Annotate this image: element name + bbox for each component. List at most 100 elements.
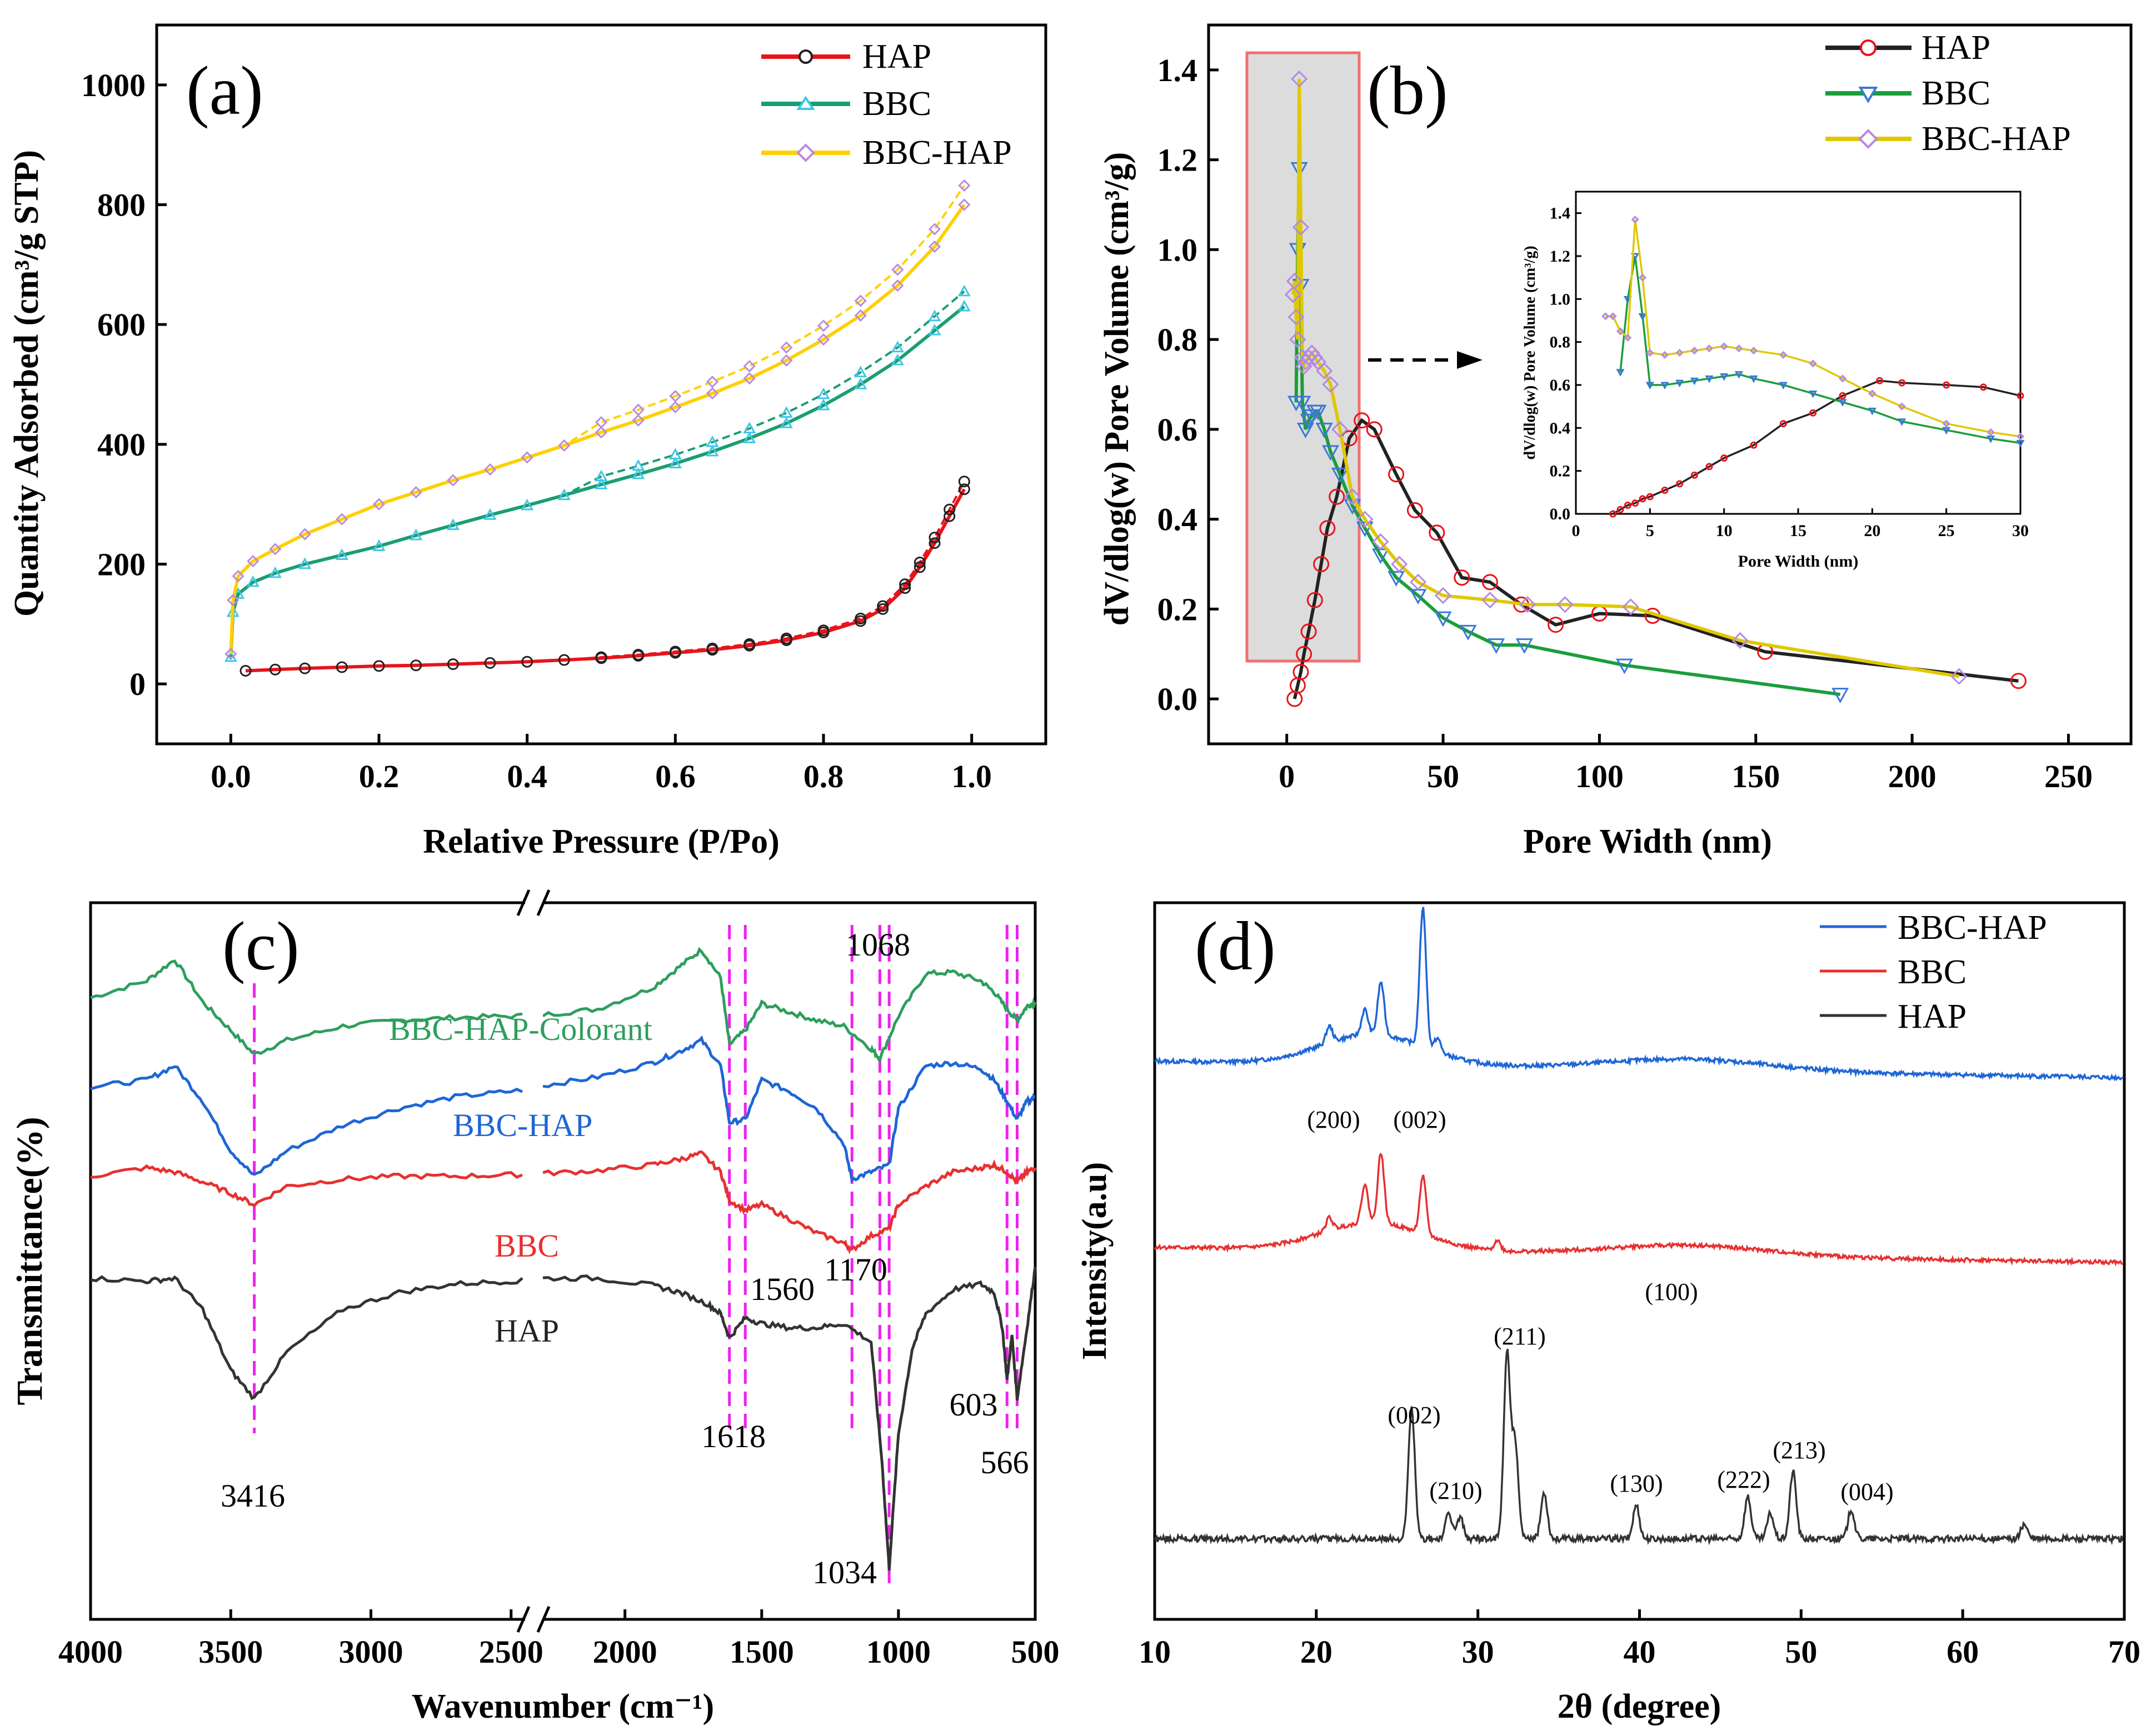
a-series-2-point bbox=[780, 354, 793, 367]
panel-d-x-axis-title: 2θ (degree) bbox=[1558, 1688, 1721, 1725]
a-series-0-point bbox=[484, 657, 496, 669]
panel-b-label: (b) bbox=[1367, 53, 1448, 129]
b-series-1-point bbox=[1321, 445, 1340, 461]
legend-a-bbc-marker bbox=[796, 96, 815, 110]
a-series-2-point bbox=[558, 439, 571, 452]
inset-series-2-point bbox=[2016, 432, 2025, 441]
axis-break-mark-top-left bbox=[516, 889, 531, 916]
inset-series-1-point bbox=[1705, 375, 1714, 383]
inset-series-0-point bbox=[1750, 441, 1758, 449]
c-series-1-left bbox=[90, 1065, 523, 1176]
a-series-2-point-desorption bbox=[928, 223, 941, 236]
inset-series-1-point bbox=[1734, 371, 1743, 379]
b-series-0-point bbox=[1481, 574, 1498, 591]
b-ytick-label: 0.2 bbox=[1157, 591, 1198, 627]
a-series-1-point-desorption bbox=[595, 469, 608, 482]
b-series-0-point bbox=[1292, 664, 1309, 681]
inset-series-1-point bbox=[1987, 436, 1995, 443]
inset-ytick-label: 1.0 bbox=[1550, 290, 1571, 308]
panel-b-legend: HAP BBC BBC-HAP bbox=[1825, 29, 2071, 158]
d-series-0-line bbox=[1154, 907, 2124, 1082]
a-series-2-desorption bbox=[229, 184, 965, 654]
inset-series-2-point bbox=[1675, 348, 1684, 357]
b-series-2-point bbox=[1322, 376, 1339, 393]
a-series-0-point bbox=[239, 664, 252, 677]
peak-label-1618: 1618 bbox=[701, 1418, 766, 1454]
a-series-0-point-desorption bbox=[899, 578, 911, 591]
b-ytick-label: 1.0 bbox=[1157, 232, 1198, 268]
inset-series-0-point bbox=[1624, 502, 1631, 509]
c-xtick-label: 2000 bbox=[593, 1634, 657, 1670]
a-series-2-point-desorption bbox=[817, 319, 830, 332]
a-series-1-point bbox=[446, 518, 460, 531]
panel-a-y-axis-title: Quantity Adsorbed (cm³/g STP) bbox=[8, 150, 46, 617]
a-series-0-point bbox=[336, 661, 348, 673]
b-series-1-point bbox=[1309, 404, 1327, 421]
peak-label-1068: 1068 bbox=[846, 927, 910, 963]
inset-series-1-point bbox=[1868, 407, 1876, 416]
b-series-0-point bbox=[1300, 623, 1317, 640]
inset-series-0-point bbox=[1720, 454, 1728, 462]
a-series-2-point bbox=[669, 401, 682, 414]
panel-b-y-axis-title: dV/dlog(w) Pore Volume (cm³/g) bbox=[1098, 152, 1136, 626]
c-xtick-label: 2500 bbox=[479, 1634, 543, 1670]
b-series-0-point bbox=[1406, 502, 1423, 518]
b-series-1-point bbox=[1831, 688, 1849, 704]
peak-label-1560: 1560 bbox=[750, 1271, 815, 1307]
c-series-0-right bbox=[542, 947, 1037, 1063]
a-series-1-point-desorption bbox=[854, 366, 867, 378]
b-series-2-point bbox=[1292, 218, 1310, 236]
inset-series-1-point bbox=[1898, 418, 1907, 426]
c-series-3-left bbox=[90, 1275, 523, 1400]
b-xtick-label: 200 bbox=[1888, 758, 1937, 794]
inset-series-0-point bbox=[2017, 392, 2024, 399]
hkl-label-hap-210: (210) bbox=[1429, 1477, 1482, 1504]
a-series-0-point-desorption bbox=[944, 503, 956, 516]
hkl-label-hap-002: (002) bbox=[1388, 1402, 1440, 1429]
panel-a-label: (a) bbox=[186, 53, 263, 129]
inset-series-1-point bbox=[1942, 427, 1951, 435]
panel-d-label: (d) bbox=[1195, 908, 1276, 985]
legend-d-bbchap-label: BBC-HAP bbox=[1898, 909, 2047, 947]
b-series-2-point bbox=[1409, 573, 1427, 591]
a-series-2-point bbox=[706, 387, 719, 400]
a-xtick-label: 0.8 bbox=[803, 758, 844, 794]
a-series-1-point bbox=[298, 557, 312, 569]
a-series-2-point-desorption bbox=[854, 294, 867, 307]
panel-c-axis-break-gap bbox=[525, 883, 543, 1639]
b-series-2-point bbox=[1622, 598, 1639, 616]
a-series-2-point-desorption bbox=[780, 341, 793, 354]
axis-break-mark-top-right bbox=[536, 889, 551, 916]
a-series-1-point-desorption bbox=[957, 284, 971, 297]
inset-series-2-point bbox=[1898, 402, 1906, 411]
b-series-2-point bbox=[1556, 596, 1574, 613]
b-ytick-label: 0.0 bbox=[1157, 681, 1198, 717]
inset-xtick-label: 15 bbox=[1790, 522, 1806, 540]
b-xtick-label: 250 bbox=[2044, 758, 2093, 794]
b-series-1-point bbox=[1294, 396, 1311, 412]
inset-series-1-point bbox=[2016, 439, 2025, 448]
peak-label-1170: 1170 bbox=[824, 1252, 887, 1288]
a-series-1-point bbox=[632, 467, 645, 479]
legend-b-bbchap-marker bbox=[1858, 129, 1878, 149]
hkl-label-bbc-100: (100) bbox=[1645, 1278, 1698, 1305]
panel-c-label: (c) bbox=[222, 908, 300, 985]
a-series-0-point bbox=[299, 662, 311, 674]
inset-series-2-point bbox=[1838, 374, 1847, 383]
panel-d-x-ticks: 10 20 30 40 50 60 70 bbox=[1139, 1609, 2140, 1670]
a-series-1-point bbox=[706, 444, 719, 457]
a-series-1-point bbox=[335, 548, 348, 561]
a-ytick-label: 400 bbox=[97, 427, 146, 463]
a-series-2-point bbox=[928, 240, 941, 253]
a-series-0-point-desorption bbox=[817, 624, 830, 637]
inset-series-1-point bbox=[1838, 399, 1847, 407]
a-series-1-point bbox=[410, 528, 423, 541]
c-xtick-label: 1500 bbox=[730, 1634, 794, 1670]
d-series-1-line bbox=[1154, 1152, 2124, 1267]
hkl-label-hap-004: (004) bbox=[1840, 1478, 1893, 1505]
inset-series-2-point bbox=[1660, 351, 1669, 359]
a-series-2-point-desorption bbox=[958, 179, 971, 192]
inset-series-2-point bbox=[1720, 342, 1728, 351]
b-series-0-point bbox=[1454, 569, 1470, 586]
inset-series-0-point bbox=[1979, 383, 1987, 391]
